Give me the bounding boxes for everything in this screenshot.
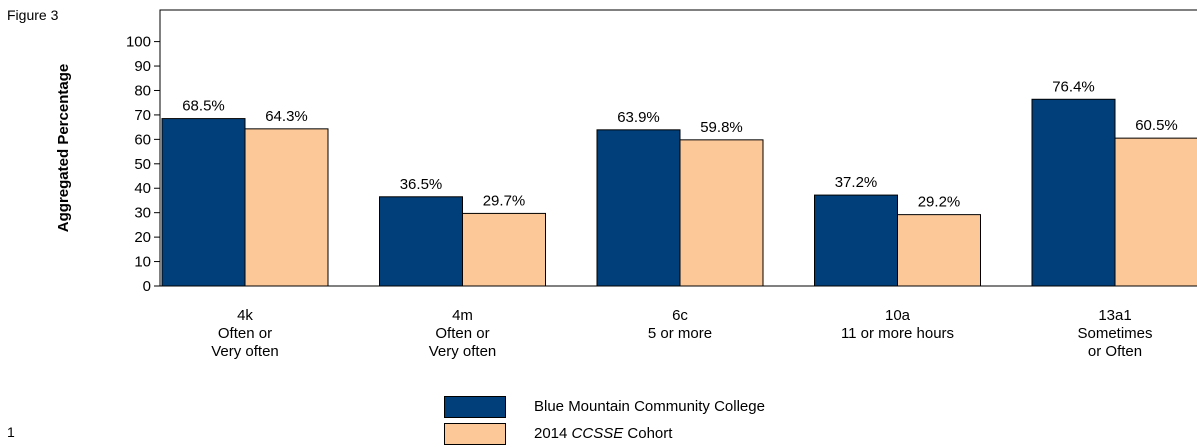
x-category-label: 5 or more [648,325,712,342]
data-label: 76.4% [1052,78,1095,95]
x-category-label: Often or [218,325,272,342]
x-category-label: or Often [1088,343,1142,360]
data-label: 29.7% [483,192,526,209]
x-category-label: 6c [672,307,688,324]
x-category-label: 11 or more hours [841,325,954,342]
x-category-label: Very often [211,343,279,360]
bar-series1 [161,118,246,287]
y-tick-label: 30 [134,205,151,222]
data-label: 68.5% [182,98,225,115]
y-tick-label: 100 [126,34,151,51]
legend-label-series2: 2014 CCSSE Cohort [534,425,672,442]
y-tick-label: 0 [143,278,151,295]
x-category-label: 4m [452,307,473,324]
plot-frame [159,9,1197,287]
y-axis-title: Aggregated Percentage [55,64,72,232]
y-tick-label: 40 [134,180,151,197]
data-label: 36.5% [400,176,443,193]
figure-label: Figure 3 [7,7,59,23]
bar-series1 [379,196,463,287]
data-label: 29.2% [918,194,961,211]
y-tick-label: 90 [134,58,151,75]
legend-label-suffix: Cohort [623,425,673,442]
y-tick-label: 60 [134,131,151,148]
legend-label-italic: CCSSE [571,425,624,442]
data-label: 64.3% [265,108,308,125]
x-category-label: 10a [885,307,911,324]
y-tick-label: 70 [134,107,151,124]
data-label: 37.2% [835,174,878,191]
x-category-label: 13a1 [1098,307,1131,324]
bar-series1 [814,194,898,287]
bar-series1 [1031,98,1116,287]
legend-item-series1: Blue Mountain Community College [444,393,765,420]
x-category-label: Very often [429,343,497,360]
bar-series1 [596,129,681,287]
y-tick-label: 10 [134,254,151,271]
x-category-label: 4k [237,307,253,324]
legend-label-series1: Blue Mountain Community College [534,398,765,415]
legend-swatch-series1 [444,395,506,418]
y-tick-label: 80 [134,82,151,99]
bar-series2 [897,214,981,287]
data-label: 63.9% [617,109,660,126]
bar-series2 [679,139,764,287]
data-label: 60.5% [1135,117,1178,134]
bar-series2 [1114,137,1197,287]
bar-series2 [244,128,329,287]
y-tick-label: 20 [134,229,151,246]
bar-series2 [462,212,546,287]
legend-label-prefix: 2014 [534,425,572,442]
x-category-label: Often or [435,325,489,342]
x-category-label: Sometimes [1077,325,1152,342]
legend: Blue Mountain Community College 2014 CCS… [444,393,765,447]
legend-swatch-series2 [444,422,506,445]
legend-item-series2: 2014 CCSSE Cohort [444,420,765,447]
page-number: 1 [7,424,15,440]
data-label: 59.8% [700,119,743,136]
y-tick-label: 50 [134,156,151,173]
